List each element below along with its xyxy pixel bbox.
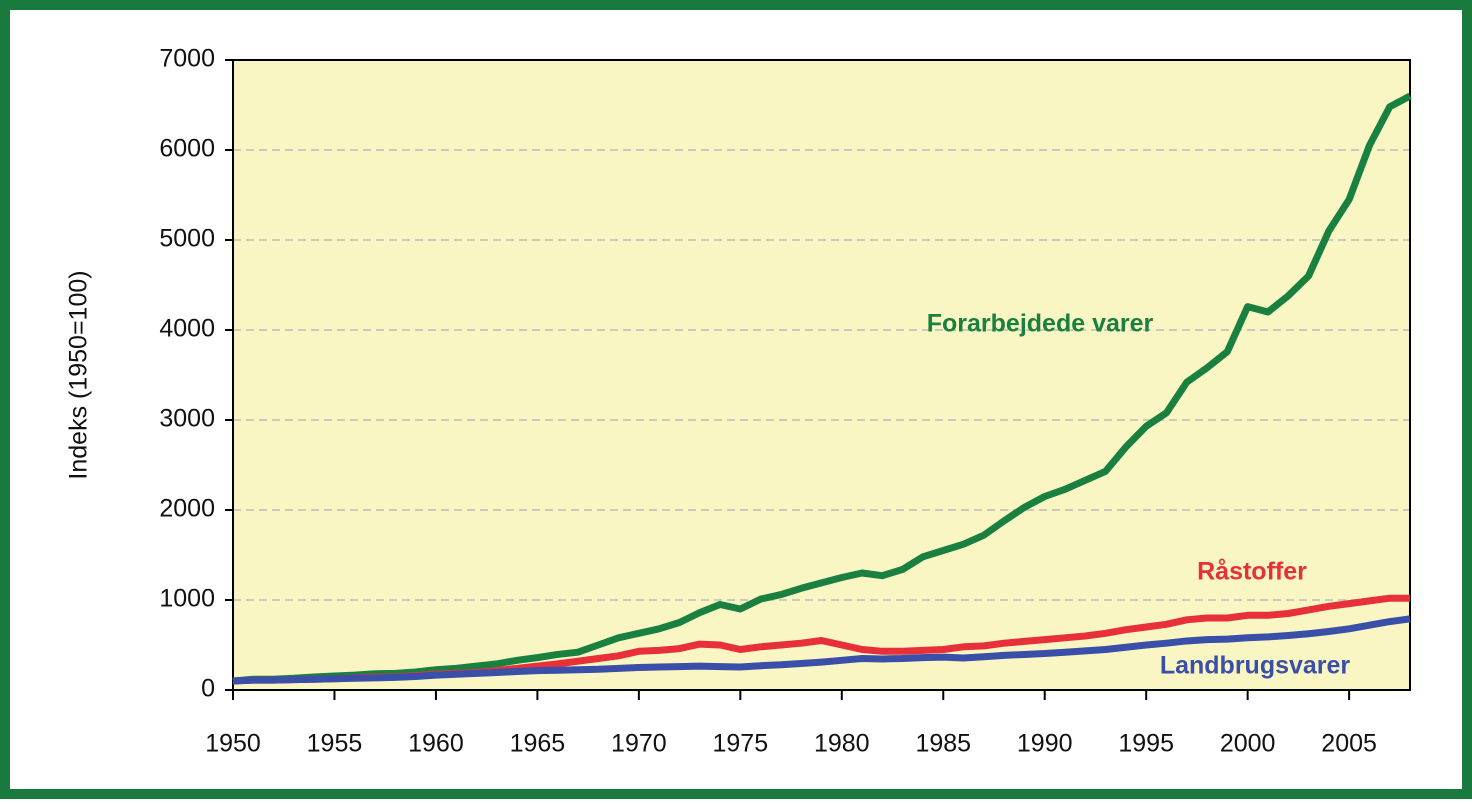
x-tick-label: 1980 xyxy=(814,730,870,758)
line-series xyxy=(232,92,1412,685)
y-tick-label: 5000 xyxy=(159,225,215,253)
line-series xyxy=(232,615,1411,685)
x-tick-label: 1950 xyxy=(205,730,261,758)
x-tick-label: 1965 xyxy=(510,730,566,758)
x-tick-label: 2005 xyxy=(1321,730,1377,758)
x-tick-label: 1990 xyxy=(1017,730,1073,758)
x-tick-label: 1985 xyxy=(915,730,971,758)
x-tick-label: 1975 xyxy=(713,730,769,758)
plot-area xyxy=(233,60,1410,690)
y-tick-label: 6000 xyxy=(159,135,215,163)
x-tick-label: 1970 xyxy=(611,730,667,758)
series-label: Råstoffer xyxy=(1197,558,1307,586)
y-tick-label: 3000 xyxy=(159,405,215,433)
y-tick-label: 4000 xyxy=(159,315,215,343)
y-tick-label: 1000 xyxy=(159,585,215,613)
y-axis-label: Indeks (1950=100) xyxy=(65,270,93,479)
x-tick-label: 2000 xyxy=(1220,730,1276,758)
y-tick-label: 0 xyxy=(201,675,215,703)
y-tick-label: 7000 xyxy=(159,45,215,73)
y-tick-label: 2000 xyxy=(159,495,215,523)
x-tick-label: 1955 xyxy=(307,730,363,758)
plot-border xyxy=(232,59,1411,691)
x-tick-label: 1960 xyxy=(408,730,464,758)
series-label: Landbrugsvarer xyxy=(1160,652,1351,680)
x-tick-label: 1995 xyxy=(1118,730,1174,758)
series-label: Forarbejdede varer xyxy=(927,310,1154,338)
